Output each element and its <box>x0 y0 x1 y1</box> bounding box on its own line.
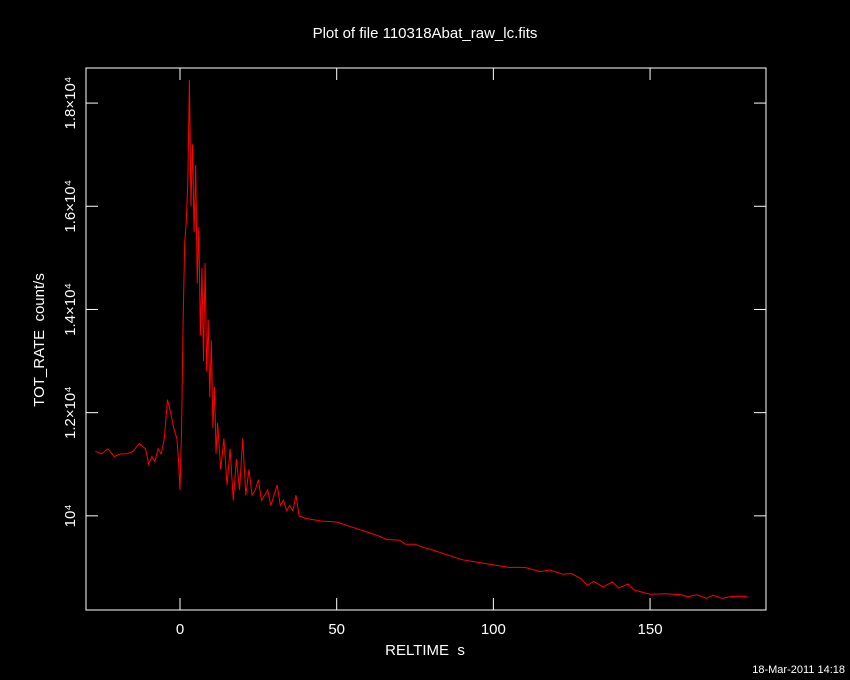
x-tick-label: 150 <box>638 621 663 638</box>
data-line <box>95 79 748 599</box>
y-tick-label: 1.6×10⁴ <box>62 180 79 233</box>
plot-frame <box>85 67 767 611</box>
y-axis-label: TOT_RATE count/s <box>31 273 48 407</box>
y-tick-label: 10⁴ <box>62 504 79 527</box>
y-tick-label: 1.4×10⁴ <box>62 283 79 336</box>
x-tick-label: 100 <box>481 621 506 638</box>
y-tick-label: 1.8×10⁴ <box>62 77 79 130</box>
y-tick-label: 1.2×10⁴ <box>62 386 79 439</box>
timestamp: 18-Mar-2011 14:18 <box>752 664 845 676</box>
x-tick-label: 0 <box>176 621 184 638</box>
chart-title: Plot of file 110318Abat_raw_lc.fits <box>313 25 538 42</box>
x-axis-label: RELTIME s <box>385 642 465 659</box>
x-tick-label: 50 <box>328 621 345 638</box>
